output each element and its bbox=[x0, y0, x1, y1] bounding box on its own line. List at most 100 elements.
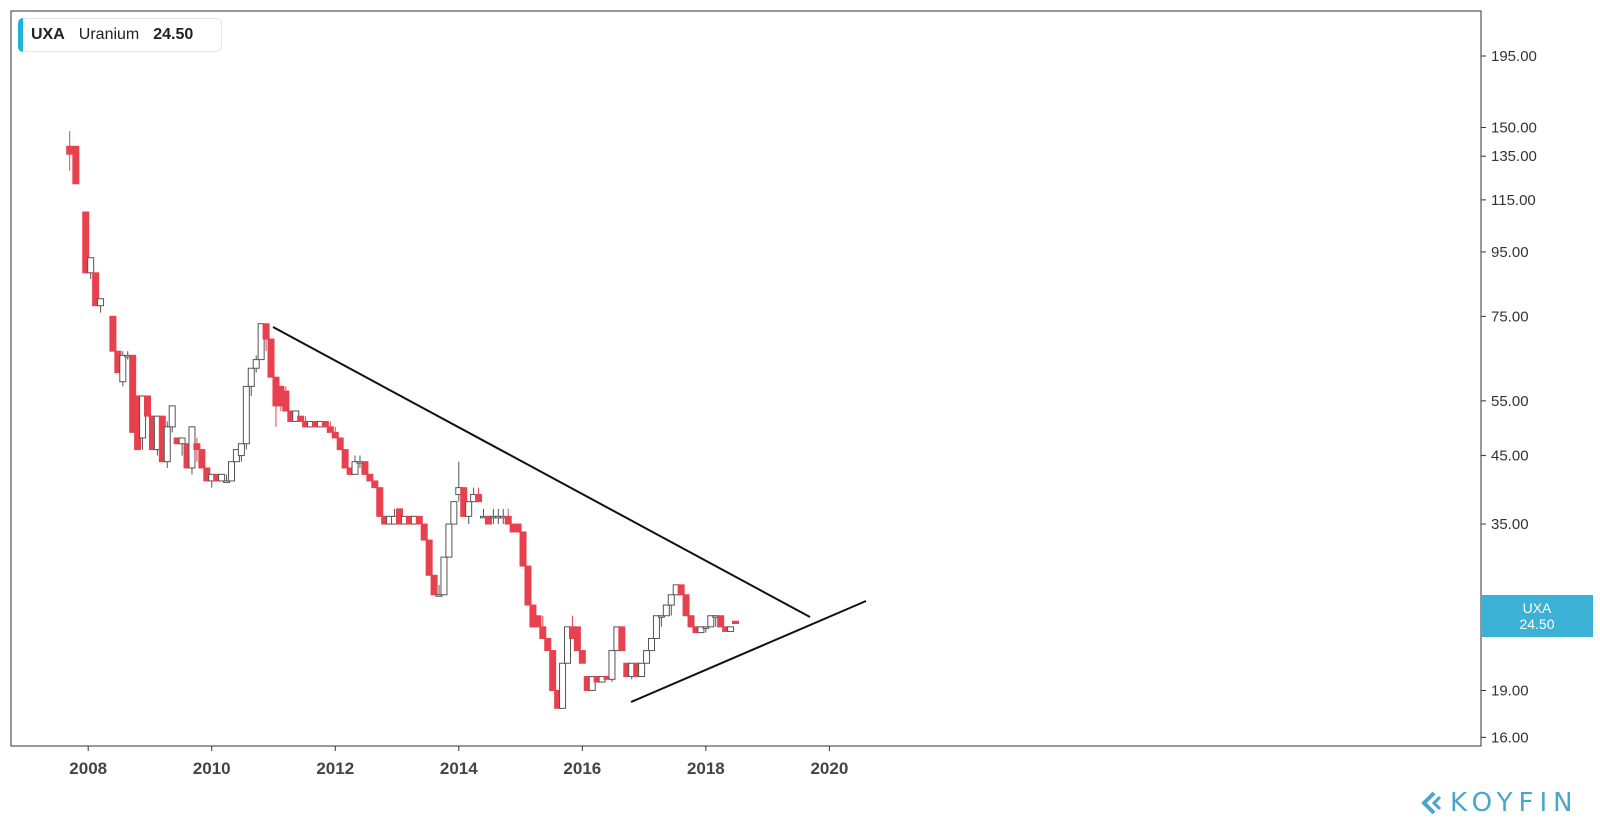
trendlines bbox=[272, 326, 867, 703]
candle bbox=[97, 298, 105, 313]
ticker-legend[interactable]: UXA Uranium 24.50 bbox=[18, 18, 222, 52]
candle bbox=[361, 461, 369, 475]
candle bbox=[717, 615, 725, 628]
y-tick-label: 150.00 bbox=[1491, 119, 1537, 136]
candle-body bbox=[484, 515, 492, 525]
price-tag-ticker: UXA bbox=[1522, 600, 1552, 616]
candle-body bbox=[168, 405, 176, 428]
candle-body bbox=[247, 367, 255, 387]
candle bbox=[549, 650, 557, 692]
candle-body bbox=[430, 574, 438, 596]
candle bbox=[237, 443, 245, 462]
legend-ticker: UXA bbox=[31, 26, 65, 43]
candle-body bbox=[92, 272, 100, 307]
candle-body bbox=[682, 594, 690, 617]
candle bbox=[198, 449, 206, 469]
candle bbox=[228, 461, 235, 482]
candle-body bbox=[223, 480, 231, 483]
x-tick-label: 2018 bbox=[687, 759, 725, 778]
candle bbox=[252, 355, 260, 373]
candle-body bbox=[376, 487, 384, 517]
candle bbox=[66, 131, 74, 171]
candle-body bbox=[652, 615, 660, 639]
x-tick-label: 2014 bbox=[440, 759, 478, 778]
candle bbox=[188, 426, 196, 475]
legend-name: Uranium bbox=[78, 26, 140, 43]
candle-body bbox=[638, 662, 646, 678]
koyfin-logo: KOYFIN bbox=[1420, 788, 1579, 818]
support-trendline bbox=[630, 600, 867, 703]
resistance-trendline bbox=[272, 326, 811, 618]
candle-series bbox=[66, 131, 739, 709]
candle bbox=[524, 565, 532, 606]
candle-body bbox=[326, 426, 334, 433]
candle-body bbox=[82, 211, 90, 274]
candle-body bbox=[702, 626, 710, 629]
x-tick-label: 2010 bbox=[193, 759, 231, 778]
candle bbox=[247, 367, 255, 396]
candle bbox=[435, 584, 443, 597]
candle bbox=[504, 508, 512, 525]
candle bbox=[119, 351, 127, 387]
candle-body bbox=[578, 650, 586, 664]
candle-body bbox=[519, 531, 527, 567]
candle-body bbox=[218, 473, 226, 482]
candle bbox=[415, 515, 423, 525]
candle-body bbox=[66, 145, 74, 155]
candle bbox=[564, 626, 571, 664]
candle bbox=[638, 662, 646, 678]
legend-accent bbox=[18, 18, 23, 52]
candle-body bbox=[727, 626, 735, 632]
candle bbox=[559, 662, 567, 709]
candle bbox=[72, 145, 80, 185]
candle bbox=[519, 531, 527, 567]
candle bbox=[648, 637, 655, 652]
candle bbox=[326, 421, 334, 433]
candle bbox=[697, 626, 705, 634]
candle bbox=[341, 449, 349, 469]
candle bbox=[662, 604, 670, 617]
candle-body bbox=[198, 449, 206, 469]
candle bbox=[144, 395, 151, 417]
candle-body bbox=[445, 523, 453, 558]
candle-body bbox=[109, 315, 117, 352]
candle bbox=[440, 556, 448, 596]
candle bbox=[87, 257, 95, 280]
x-tick-label: 2012 bbox=[316, 759, 354, 778]
candle bbox=[163, 421, 171, 468]
y-tick-label: 95.00 bbox=[1491, 244, 1529, 261]
y-tick-label: 19.00 bbox=[1491, 683, 1529, 700]
candle bbox=[450, 501, 458, 525]
candle bbox=[544, 637, 552, 652]
candle bbox=[573, 626, 581, 652]
candle bbox=[267, 338, 275, 378]
y-tick-label: 195.00 bbox=[1491, 48, 1537, 65]
y-tick-label: 115.00 bbox=[1491, 192, 1536, 209]
candle-body bbox=[420, 523, 428, 541]
candle-body bbox=[608, 650, 616, 680]
candle bbox=[351, 455, 359, 475]
candle bbox=[336, 437, 344, 451]
candle-body bbox=[237, 443, 245, 457]
x-axis: 2008 2010 2012 2014 2016 2018 2020 bbox=[69, 746, 848, 778]
y-axis: 195.00 150.00 135.00 115.00 95.00 75.00 55.00 4… bbox=[1481, 48, 1537, 746]
candle bbox=[282, 386, 290, 412]
candle bbox=[139, 395, 147, 450]
candle bbox=[539, 615, 547, 639]
candle bbox=[376, 487, 384, 517]
brand-name: KOYFIN bbox=[1450, 788, 1579, 818]
candle-body bbox=[667, 594, 675, 606]
candle bbox=[534, 615, 542, 628]
candle-body bbox=[252, 359, 260, 369]
candle bbox=[727, 626, 735, 632]
candle bbox=[445, 523, 453, 558]
candle bbox=[475, 487, 483, 503]
candle bbox=[371, 480, 379, 489]
y-tick-label: 55.00 bbox=[1491, 393, 1529, 410]
candle-body bbox=[321, 420, 329, 428]
candle-body bbox=[371, 480, 379, 489]
candle bbox=[677, 584, 685, 596]
candle-body bbox=[144, 395, 151, 417]
candle-body bbox=[425, 539, 433, 576]
